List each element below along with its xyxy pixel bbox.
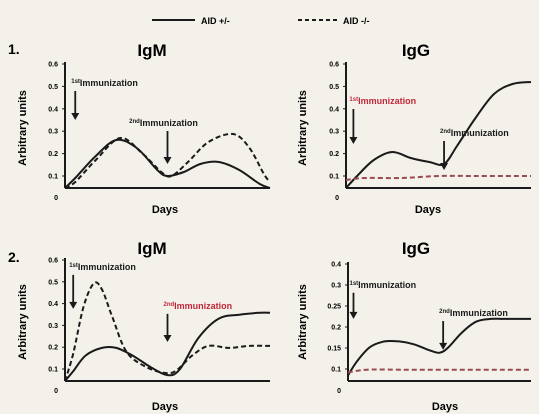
x-axis-label: Days	[152, 401, 178, 413]
y-tick-label: 0.4	[48, 301, 58, 308]
y-tick-label: 0.6	[48, 258, 58, 265]
x-origin-label: 0	[54, 388, 58, 395]
annotation-text: Immunization	[140, 118, 198, 128]
annotation-label: 2ndImmunization	[440, 128, 509, 138]
y-tick-label: 0.6	[48, 62, 58, 69]
y-tick-label: 0.1	[48, 367, 58, 374]
y-tick-label: 0.2	[48, 151, 58, 158]
y-tick-label: 0.4	[48, 106, 58, 113]
annotation-arrow-head	[349, 311, 358, 319]
y-tick-label: 0.5	[48, 279, 58, 286]
y-tick-label: 0.1	[329, 174, 339, 181]
y-tick-label: 0.5	[329, 84, 339, 91]
legend: AID +/- AID -/-	[152, 16, 370, 26]
chart-panel-1: 1. IgM 0.6 0.5 0.4 0.3 0.2 0.1 0 Days Arbitrary un…	[8, 41, 271, 216]
y-tick-label: 0.3	[329, 129, 339, 136]
x-origin-label: 0	[335, 195, 339, 202]
annotation-label: 2ndImmunization	[129, 118, 198, 128]
chart-title: IgM	[137, 239, 166, 258]
y-tick-label: 0.6	[329, 62, 339, 69]
series-line-aid-null	[345, 174, 531, 181]
y-tick-label: 0.2	[331, 325, 341, 332]
chart-panel-3: 2. IgM 0.6 0.5 0.4 0.3 0.2 0.1 0 Days Arbitrary un…	[8, 239, 271, 413]
annotation-text: Immunization	[80, 78, 138, 88]
y-axis-label: Arbitrary units	[297, 90, 309, 166]
y-axis-label: Arbitrary units	[17, 284, 29, 360]
annotation-text: Immunization	[450, 308, 508, 318]
chart-title: IgG	[402, 41, 430, 60]
y-tick-label: 0.4	[331, 262, 341, 269]
annotation-arrow-head	[71, 113, 80, 120]
series-line-aid-het	[347, 317, 531, 376]
annotation-arrow-head	[349, 137, 358, 144]
series-line-aid-null	[64, 132, 271, 189]
legend-solid-label: AID +/-	[201, 16, 230, 26]
chart-title: IgM	[137, 41, 166, 60]
y-tick-label: 0.1	[331, 367, 341, 374]
legend-dashed-label: AID -/-	[343, 16, 370, 26]
chart-panel-2: IgG 0.6 0.5 0.4 0.3 0.2 0.1 0 Days Arbitrary unit…	[297, 41, 532, 216]
y-tick-label: 0.3	[331, 283, 341, 290]
y-tick-label: 0.15	[327, 346, 341, 353]
y-tick-label: 0.3	[48, 323, 58, 330]
y-tick-label: 0.2	[48, 345, 58, 352]
y-tick-label: 0.25	[327, 304, 341, 311]
annotation-label: 1stImmunization	[349, 96, 416, 106]
x-axis-label: Days	[415, 204, 441, 216]
annotation-label: 2ndImmunization	[164, 301, 233, 311]
chart-title: IgG	[402, 239, 430, 258]
annotation-superscript: 1st	[71, 79, 80, 85]
y-axis-label: Arbitrary units	[297, 284, 309, 360]
y-tick-label: 0.2	[329, 151, 339, 158]
series-line-aid-het	[345, 81, 532, 189]
y-axis-label: Arbitrary units	[17, 90, 29, 166]
annotation-text: Immunization	[78, 262, 136, 272]
annotation-arrow-head	[69, 301, 78, 309]
annotation-arrow-head	[440, 163, 449, 170]
x-origin-label: 0	[337, 388, 341, 395]
annotation-label: 1stImmunization	[71, 78, 138, 88]
chart-panel-4: IgG 0.4 0.3 0.25 0.2 0.15 0.1 0 Days Arbitrary un…	[297, 239, 531, 413]
annotation-text: Immunization	[358, 96, 416, 106]
annotation-label: 1stImmunization	[349, 280, 416, 290]
x-axis-label: Days	[152, 204, 178, 216]
panel-number: 1.	[8, 41, 20, 57]
panel-number: 2.	[8, 249, 20, 265]
annotation-superscript: 2nd	[129, 119, 140, 125]
annotation-text: Immunization	[358, 280, 416, 290]
y-tick-label: 0.3	[48, 129, 58, 136]
annotation-arrow-head	[439, 342, 448, 350]
annotation-label: 2ndImmunization	[439, 308, 508, 318]
y-tick-label: 0.1	[48, 174, 58, 181]
annotation-superscript: 2nd	[440, 129, 451, 135]
annotation-text: Immunization	[174, 301, 232, 311]
series-line-aid-null	[347, 368, 531, 374]
annotation-text: Immunization	[451, 128, 509, 138]
y-tick-label: 0.4	[329, 106, 339, 113]
annotation-superscript: 2nd	[164, 302, 175, 308]
annotation-label: 1stImmunization	[69, 262, 136, 272]
annotation-superscript: 1st	[349, 97, 358, 103]
x-axis-label: Days	[432, 401, 458, 413]
annotation-superscript: 2nd	[439, 309, 450, 315]
annotation-superscript: 1st	[349, 281, 358, 287]
x-origin-label: 0	[54, 195, 58, 202]
annotation-superscript: 1st	[69, 263, 78, 269]
annotation-arrow-head	[163, 157, 172, 164]
y-tick-label: 0.5	[48, 84, 58, 91]
annotation-arrow-head	[163, 335, 172, 342]
